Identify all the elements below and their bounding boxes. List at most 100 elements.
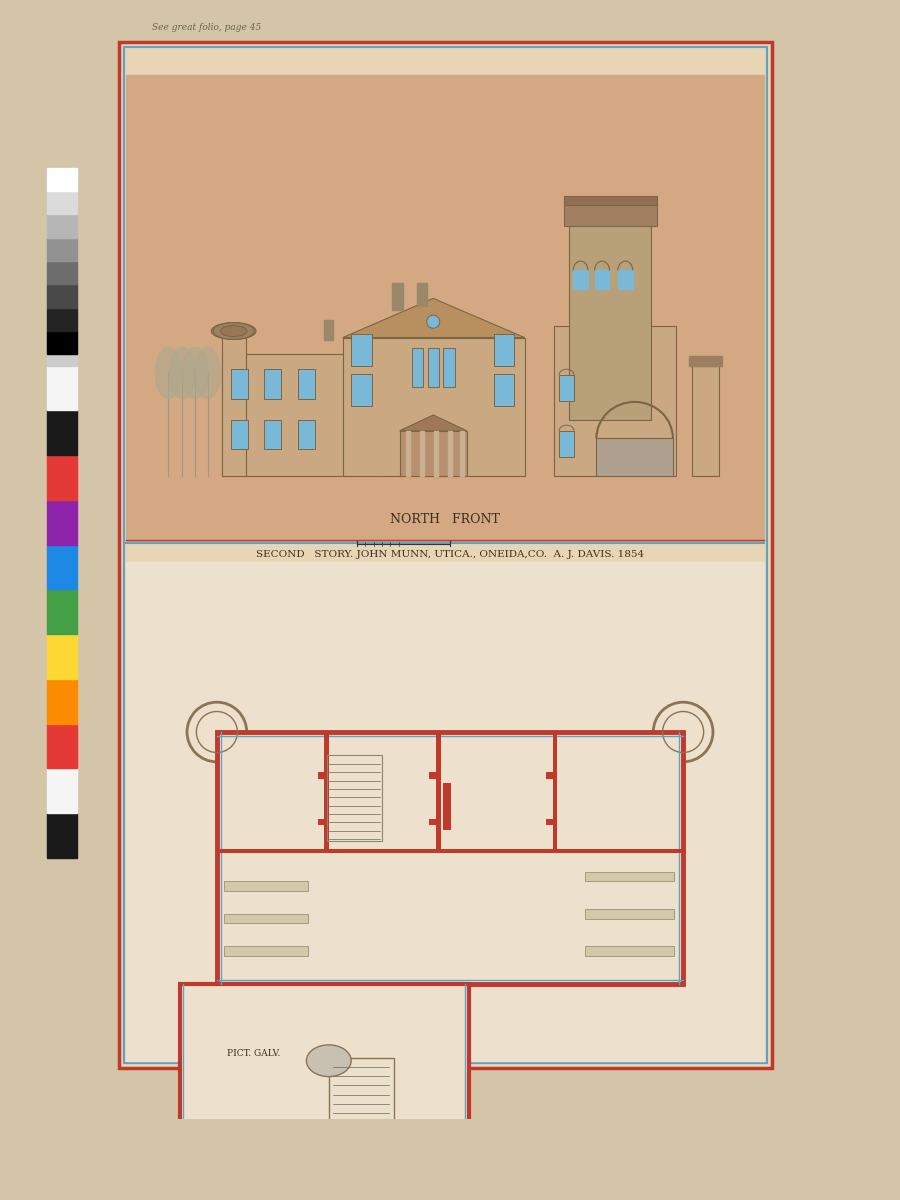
Bar [420, 431, 424, 475]
Bar [553, 732, 557, 853]
Bar [563, 196, 657, 205]
Bar [224, 914, 309, 923]
Ellipse shape [169, 347, 195, 398]
Ellipse shape [183, 347, 209, 398]
Polygon shape [343, 299, 525, 337]
Bar [47, 679, 77, 724]
Bar [318, 772, 328, 779]
Text: PICT. GALV.: PICT. GALV. [228, 1049, 281, 1057]
Bar [554, 326, 676, 475]
Bar [221, 354, 380, 475]
Bar [47, 814, 77, 858]
Bar [688, 356, 723, 366]
Bar [47, 262, 77, 284]
Bar [265, 420, 281, 450]
Bar [328, 1058, 394, 1138]
Bar [448, 431, 452, 475]
Bar [585, 910, 674, 918]
Bar [324, 732, 328, 853]
Bar [123, 47, 767, 1063]
Bar [277, 1160, 366, 1200]
Bar [274, 1158, 369, 1200]
Bar [217, 848, 683, 853]
Bar [570, 205, 652, 420]
Bar [217, 732, 683, 984]
Bar [494, 374, 514, 406]
Bar [318, 818, 328, 826]
Bar [351, 374, 372, 406]
Bar [428, 348, 439, 386]
Text: SECOND   STORY. JOHN MUNN, UTICA., ONEIDA,CO.  A. J. DAVIS. 1854: SECOND STORY. JOHN MUNN, UTICA., ONEIDA,… [256, 551, 644, 559]
Bar [47, 320, 77, 366]
Bar [546, 818, 557, 826]
Bar [47, 634, 77, 679]
Bar [412, 348, 423, 386]
Bar [47, 307, 77, 331]
Bar [597, 438, 673, 475]
Bar [559, 374, 574, 401]
Bar [47, 500, 77, 545]
Bar [343, 337, 525, 475]
Bar [573, 270, 588, 289]
Bar [436, 732, 441, 853]
Bar [298, 370, 315, 400]
Bar [559, 431, 574, 457]
Bar [429, 772, 441, 779]
Bar [692, 366, 718, 475]
Text: See great folio, page 45: See great folio, page 45 [151, 23, 261, 32]
Bar [231, 420, 248, 450]
Bar [563, 205, 657, 226]
Bar [47, 724, 77, 768]
Bar [429, 818, 441, 826]
Bar [47, 545, 77, 589]
Polygon shape [405, 1158, 505, 1200]
Bar [180, 984, 469, 1138]
Ellipse shape [213, 323, 254, 340]
Bar [231, 370, 248, 400]
Bar [47, 284, 77, 307]
Bar [585, 872, 674, 881]
Ellipse shape [156, 347, 182, 398]
Circle shape [653, 702, 713, 762]
Text: NORTH   FRONT: NORTH FRONT [391, 512, 500, 526]
Bar [47, 191, 77, 215]
Bar [617, 270, 633, 289]
Bar [444, 348, 454, 386]
Bar [444, 784, 451, 830]
Bar [47, 168, 77, 191]
Ellipse shape [194, 347, 220, 398]
Polygon shape [400, 415, 467, 431]
Ellipse shape [220, 325, 247, 337]
Bar [546, 772, 557, 779]
Bar [47, 768, 77, 814]
Ellipse shape [306, 1045, 351, 1076]
Bar [119, 42, 771, 1068]
Bar [298, 420, 315, 450]
Bar [126, 563, 764, 1061]
Bar [126, 74, 764, 541]
Bar [47, 589, 77, 634]
Bar [222, 331, 246, 475]
Bar [441, 1138, 469, 1165]
Bar [434, 431, 438, 475]
Bar [595, 270, 609, 289]
Bar [47, 238, 77, 262]
Bar [585, 947, 674, 956]
Circle shape [187, 702, 247, 762]
Bar [400, 431, 467, 475]
Bar [418, 283, 427, 306]
Bar [47, 366, 77, 410]
Bar [47, 410, 77, 455]
Bar [406, 431, 410, 475]
Circle shape [427, 316, 440, 329]
Bar [324, 320, 333, 341]
Bar [366, 1180, 400, 1200]
Bar [224, 947, 309, 956]
Bar [494, 334, 514, 366]
Bar [265, 370, 281, 400]
Bar [224, 881, 309, 890]
Bar [327, 755, 382, 841]
Bar [47, 331, 77, 354]
Bar [460, 431, 464, 475]
Bar [392, 283, 403, 310]
